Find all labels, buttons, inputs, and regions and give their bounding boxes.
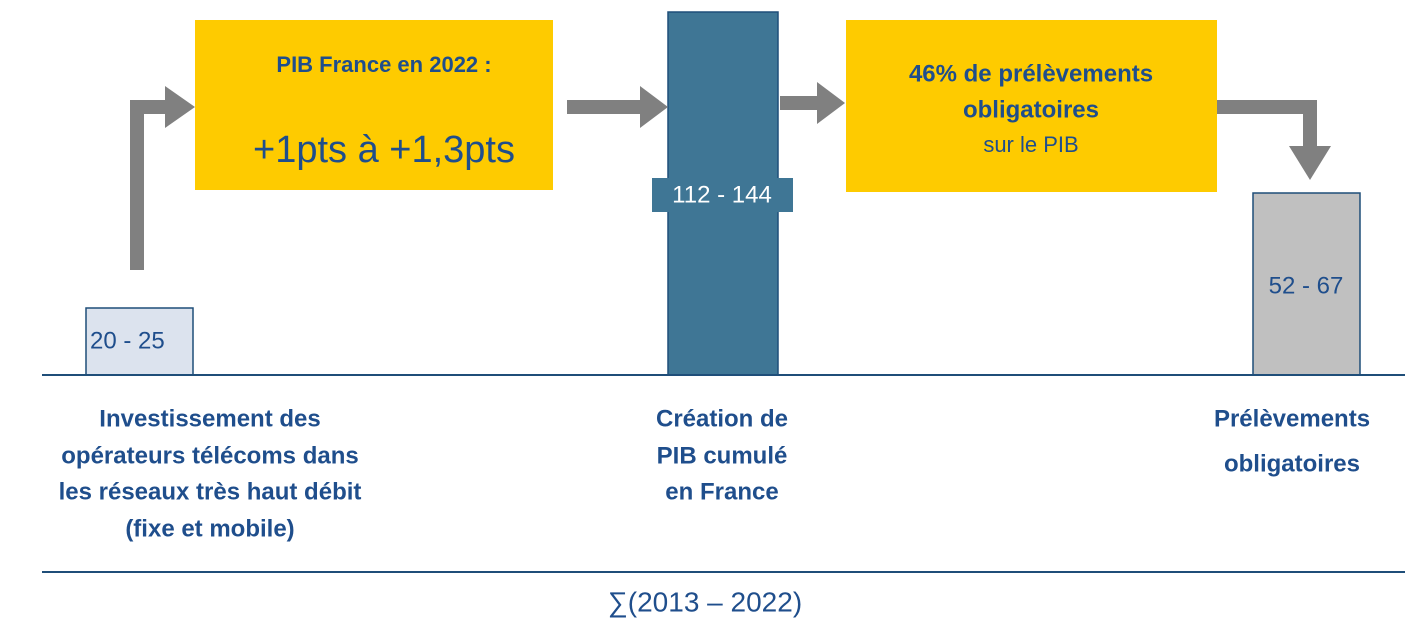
arrow-right — [567, 86, 668, 128]
arrow-right — [780, 82, 845, 124]
tax-rate-box — [846, 20, 1217, 192]
gdp-label: en France — [665, 478, 778, 505]
investment-label: (fixe et mobile) — [125, 515, 294, 542]
arrows — [130, 82, 1331, 270]
gdp-effect-title: PIB France en 2022 : — [276, 52, 491, 77]
gdp-label: PIB cumulé — [657, 442, 788, 469]
taxes-bar — [1252, 192, 1361, 376]
gdp-label: Création de — [656, 405, 788, 432]
gdp-range: 112 - 144 — [672, 181, 772, 208]
investment-label: les réseaux très haut débit — [59, 478, 362, 505]
taxes-label: Prélèvements — [1214, 405, 1370, 432]
arrow-right-down — [1217, 100, 1331, 180]
taxes-label: obligatoires — [1224, 450, 1360, 477]
investment-range: 20 - 25 — [90, 327, 165, 354]
gdp-effect-box — [195, 20, 553, 190]
taxes-range: 52 - 67 — [1269, 272, 1344, 299]
investment-bar — [85, 307, 194, 376]
gdp-effect-value: +1pts à +1,3pts — [253, 129, 515, 171]
tax-rate-line: 46% de prélèvements — [909, 60, 1153, 87]
investment-label: Investissement des — [99, 405, 320, 432]
tax-rate-line: obligatoires — [963, 96, 1099, 123]
investment-label: opérateurs télécoms dans — [61, 442, 358, 469]
period: ∑(2013 – 2022) — [608, 586, 802, 617]
arrow-up-right — [130, 86, 195, 270]
gdp-range-box — [652, 178, 793, 212]
tax-rate-note: sur le PIB — [983, 132, 1078, 157]
